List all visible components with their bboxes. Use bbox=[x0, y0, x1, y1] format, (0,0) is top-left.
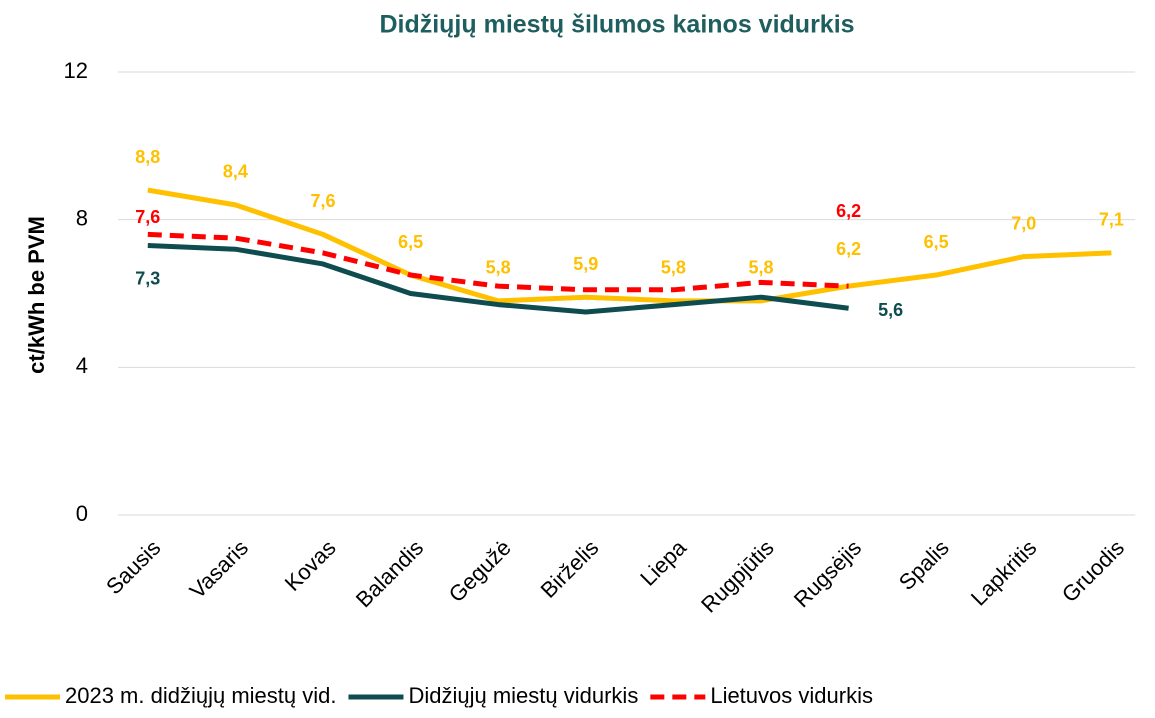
data-label: 5,9 bbox=[573, 254, 598, 274]
legend-label: 2023 m. didžiųjų miestų vid. bbox=[65, 683, 336, 708]
x-tick-label: Liepa bbox=[635, 534, 691, 590]
x-tick-label: Balandis bbox=[351, 535, 428, 612]
data-label: 5,8 bbox=[748, 258, 773, 278]
x-tick-label: Gruodis bbox=[1057, 535, 1129, 607]
data-label: 8,8 bbox=[135, 147, 160, 167]
series-line bbox=[147, 187, 1112, 304]
legend-label: Lietuvos vidurkis bbox=[710, 683, 873, 708]
data-label: 6,2 bbox=[836, 201, 861, 221]
data-label: 7,6 bbox=[310, 191, 335, 211]
data-label: 5,6 bbox=[878, 300, 903, 320]
data-label: 8,4 bbox=[223, 162, 248, 182]
x-tick-label: Rugpjūtis bbox=[696, 535, 779, 618]
series-line bbox=[147, 243, 849, 315]
x-tick-label: Kovas bbox=[280, 535, 341, 596]
chart-title: Didžiųjų miestų šilumos kainos vidurkis bbox=[379, 11, 854, 39]
x-tick-label: Gegužė bbox=[444, 535, 516, 607]
data-label: 7,3 bbox=[135, 268, 160, 288]
x-tick-label: Vasaris bbox=[185, 535, 253, 603]
data-label: 7,1 bbox=[1099, 210, 1124, 230]
y-tick-label: 8 bbox=[76, 205, 88, 230]
y-axis-label: ct/kWh be PVM bbox=[24, 216, 49, 374]
x-tick-label: Spalis bbox=[894, 535, 954, 595]
x-tick-label: Birželis bbox=[536, 535, 604, 603]
y-tick-label: 4 bbox=[76, 353, 88, 378]
x-tick-label: Sausis bbox=[101, 535, 165, 599]
data-label: 6,5 bbox=[398, 232, 423, 252]
data-label: 5,8 bbox=[486, 258, 511, 278]
y-tick-label: 12 bbox=[64, 58, 88, 83]
data-label: 6,2 bbox=[836, 239, 861, 259]
y-tick-label: 0 bbox=[76, 501, 88, 526]
data-label: 6,5 bbox=[924, 232, 949, 252]
data-label: 7,0 bbox=[1011, 213, 1036, 233]
data-label: 7,6 bbox=[135, 207, 160, 227]
legend-label: Didžiųjų miestų vidurkis bbox=[408, 683, 638, 708]
x-tick-label: Rugsėjis bbox=[789, 535, 866, 612]
series-line bbox=[147, 231, 849, 293]
x-tick-label: Lapkritis bbox=[966, 535, 1042, 611]
data-label: 5,8 bbox=[661, 258, 686, 278]
